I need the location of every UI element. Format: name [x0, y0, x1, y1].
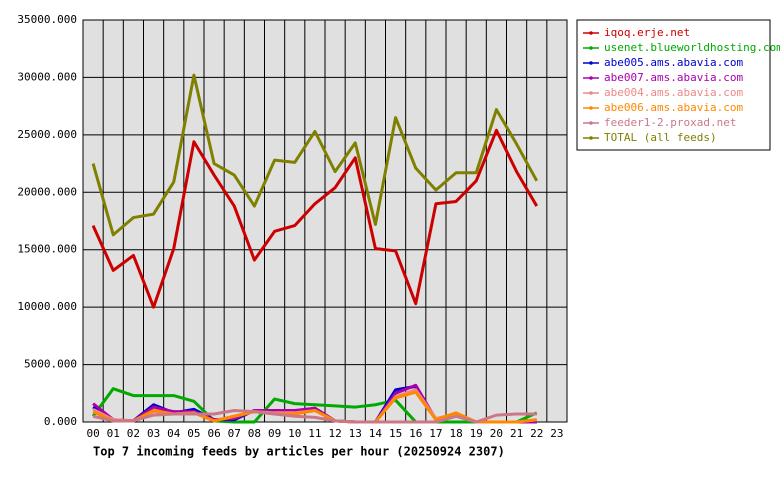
- x-tick-label: 10: [288, 427, 301, 440]
- x-tick-label: 08: [248, 427, 261, 440]
- chart-title: Top 7 incoming feeds by articles per hou…: [93, 445, 505, 459]
- legend-label: abe006.ams.abavia.com: [604, 101, 743, 114]
- series-line: [92, 390, 537, 424]
- series-line: [91, 128, 539, 309]
- x-tick-label: 03: [147, 427, 160, 440]
- series-line: [91, 387, 538, 424]
- y-tick-label: 25000.000: [17, 128, 77, 141]
- y-tick-label: 10000.000: [17, 300, 77, 313]
- x-tick-label: 14: [369, 427, 383, 440]
- legend-marker: [589, 121, 593, 125]
- x-tick-label: 04: [167, 427, 181, 440]
- legend-marker: [589, 91, 593, 95]
- legend-label: iqoq.erje.net: [604, 26, 690, 39]
- legend-label: TOTAL (all feeds): [604, 131, 717, 144]
- legend-label: abe004.ams.abavia.com: [604, 86, 743, 99]
- legend-label: abe007.ams.abavia.com: [604, 71, 743, 84]
- x-tick-label: 20: [490, 427, 503, 440]
- legend-marker: [589, 76, 593, 80]
- x-tick-label: 19: [470, 427, 483, 440]
- x-tick-label: 06: [207, 427, 220, 440]
- x-tick-label: 15: [389, 427, 402, 440]
- legend-marker: [589, 46, 593, 50]
- x-tick-label: 05: [187, 427, 200, 440]
- x-tick-label: 18: [449, 427, 462, 440]
- legend-label: abe005.ams.abavia.com: [604, 56, 743, 69]
- x-tick-label: 23: [550, 427, 563, 440]
- x-tick-label: 13: [349, 427, 362, 440]
- legend: [576, 19, 771, 151]
- x-tick-label: 02: [127, 427, 140, 440]
- y-tick-label: 15000.000: [17, 243, 77, 256]
- x-tick-label: 09: [268, 427, 281, 440]
- legend-marker: [589, 31, 593, 35]
- x-tick-label: 07: [228, 427, 241, 440]
- x-tick-label: 00: [86, 427, 99, 440]
- series-line: [91, 73, 539, 237]
- legend-marker: [589, 106, 593, 110]
- x-tick-label: 21: [510, 427, 523, 440]
- y-tick-label: 35000.000: [17, 13, 77, 26]
- y-tick-label: 30000.000: [17, 70, 77, 83]
- x-tick-label: 17: [429, 427, 442, 440]
- x-tick-label: 22: [530, 427, 543, 440]
- legend-marker: [589, 136, 593, 140]
- x-tick-label: 16: [409, 427, 422, 440]
- y-tick-label: 5000.000: [24, 358, 77, 371]
- series-line: [92, 409, 537, 424]
- y-tick-label: 0.000: [44, 415, 77, 428]
- y-tick-label: 20000.000: [17, 185, 77, 198]
- legend-marker: [589, 61, 593, 65]
- x-tick-label: 01: [107, 427, 120, 440]
- legend-label: usenet.blueworldhosting.com: [604, 41, 780, 54]
- legend-label: feeder1-2.proxad.net: [604, 116, 736, 129]
- x-tick-label: 12: [328, 427, 341, 440]
- x-tick-label: 11: [308, 427, 321, 440]
